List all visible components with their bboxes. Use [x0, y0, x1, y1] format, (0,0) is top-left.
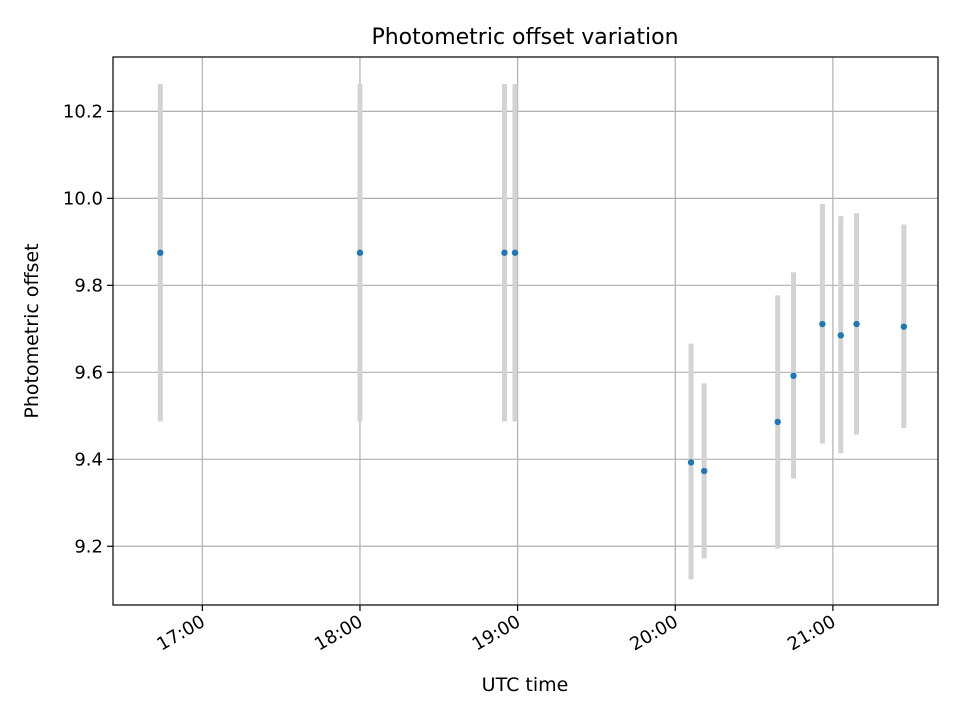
y-axis: 9.2 9.4 9.6 9.8 10.0 10.2 [63, 101, 113, 557]
data-point [853, 320, 860, 328]
chart-title: Photometric offset variation [371, 25, 678, 50]
y-tick-label: 9.8 [74, 275, 103, 296]
y-tick-label: 10.2 [63, 101, 103, 122]
data-point [157, 249, 164, 256]
y-axis-label: Photometric offset [21, 243, 43, 418]
data-point [511, 249, 519, 256]
data-point [501, 249, 508, 256]
x-axis-label: UTC time [482, 674, 569, 696]
data-points [157, 249, 908, 475]
y-tick-label: 9.2 [74, 536, 103, 557]
data-point [790, 372, 797, 379]
data-point [819, 320, 826, 328]
data-point [774, 418, 781, 426]
data-point [700, 467, 708, 475]
data-point [356, 249, 364, 256]
plot-frame [112, 56, 939, 606]
data-point [900, 323, 908, 330]
y-tick-label: 9.4 [74, 449, 103, 470]
y-tick-label: 10.0 [63, 188, 103, 209]
data-point [837, 332, 844, 339]
data-point [687, 459, 695, 466]
y-tick-label: 9.6 [74, 362, 103, 383]
